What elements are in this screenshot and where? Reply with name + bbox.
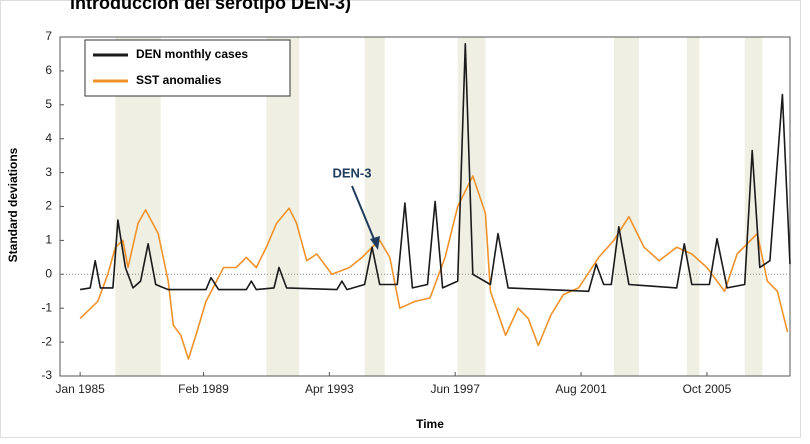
legend-box <box>84 39 291 97</box>
y-tick-label: 3 <box>45 165 52 179</box>
y-tick-label: 6 <box>45 63 52 77</box>
chart-title: introducción del serotipo DEN-3) <box>70 0 351 13</box>
shaded-period <box>364 37 385 376</box>
shaded-period <box>744 37 763 376</box>
x-tick-label: Jan 1985 <box>55 382 105 396</box>
y-tick-label: -2 <box>41 334 52 348</box>
y-tick-label: 4 <box>45 131 52 145</box>
series-line <box>79 175 789 360</box>
legend-label: SST anomalies <box>136 73 222 87</box>
y-axis-label: Standard deviations <box>6 147 20 262</box>
shaded-period <box>457 37 486 376</box>
annotation-arrow <box>351 185 377 245</box>
x-axis-label: Time <box>416 417 444 431</box>
shaded-period <box>613 37 639 376</box>
y-tick-label: 5 <box>45 97 52 111</box>
y-tick-label: -3 <box>41 368 52 382</box>
y-tick-label: 2 <box>45 199 52 213</box>
x-tick-label: Jun 1997 <box>431 382 481 396</box>
legend: DEN monthly cases SST anomalies <box>84 39 291 97</box>
shaded-period <box>686 37 700 376</box>
arrow-head <box>370 236 380 250</box>
x-tick-label: Apr 1993 <box>305 382 354 396</box>
x-tick-label: Feb 1989 <box>178 382 229 396</box>
legend-label: DEN monthly cases <box>136 47 248 61</box>
y-tick-label: 1 <box>45 233 52 247</box>
annotation: DEN-3 <box>332 165 371 180</box>
plot: -3 -2 -1 0 1 2 3 4 5 6 7 Jan 1985 Feb 1989 Apr 1993 Ju… <box>41 29 791 396</box>
y-tick-label: -1 <box>41 300 52 314</box>
x-tick-label: Oct 2005 <box>683 382 732 396</box>
y-tick-label: 7 <box>45 29 52 43</box>
y-tick-label: 0 <box>45 266 52 280</box>
x-tick-label: Aug 2001 <box>555 382 607 396</box>
series-line <box>79 43 791 293</box>
